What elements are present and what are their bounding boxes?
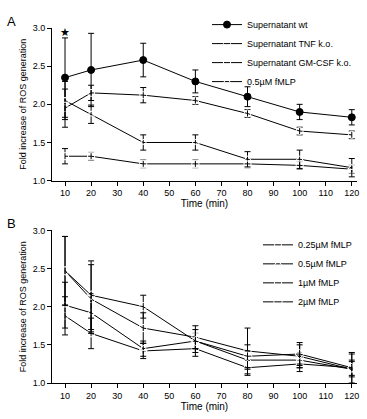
svg-text:110: 110 (319, 188, 333, 198)
svg-text:60: 60 (190, 391, 200, 401)
svg-text:1.0: 1.0 (33, 176, 46, 186)
svg-text:Supernatant GM-CSF k.o.: Supernatant GM-CSF k.o. (247, 58, 351, 68)
svg-text:B: B (7, 216, 16, 231)
svg-text:90: 90 (269, 391, 279, 401)
svg-text:20: 20 (86, 188, 96, 198)
svg-text:40: 40 (138, 188, 148, 198)
svg-text:1.5: 1.5 (33, 138, 46, 148)
svg-text:80: 80 (243, 188, 253, 198)
svg-text:40: 40 (138, 391, 148, 401)
svg-text:100: 100 (292, 391, 307, 401)
svg-text:2.5: 2.5 (33, 264, 46, 274)
svg-text:80: 80 (243, 391, 253, 401)
svg-text:90: 90 (269, 188, 279, 198)
svg-text:10: 10 (60, 188, 70, 198)
svg-text:Supernatant wt: Supernatant wt (247, 20, 308, 30)
svg-text:2µM fMLP: 2µM fMLP (298, 297, 339, 307)
svg-text:50: 50 (164, 188, 174, 198)
svg-text:0.5µM fMLP: 0.5µM fMLP (298, 259, 347, 269)
svg-text:20: 20 (86, 391, 96, 401)
svg-text:50: 50 (164, 391, 174, 401)
svg-text:0.5µM fMLP: 0.5µM fMLP (247, 77, 296, 87)
svg-text:30: 30 (112, 391, 122, 401)
svg-text:★: ★ (60, 26, 70, 38)
svg-text:120: 120 (344, 188, 359, 198)
svg-text:Time (min): Time (min) (181, 198, 228, 209)
svg-text:70: 70 (216, 391, 226, 401)
svg-text:3.0: 3.0 (33, 226, 46, 236)
svg-text:Supernatant TNF k.o.: Supernatant TNF k.o. (247, 39, 333, 49)
svg-text:1.5: 1.5 (33, 340, 46, 350)
svg-text:0.25µM fMLP: 0.25µM fMLP (298, 240, 352, 250)
svg-text:1.0: 1.0 (33, 378, 46, 388)
svg-text:70: 70 (216, 188, 226, 198)
svg-text:2.0: 2.0 (33, 302, 46, 312)
svg-text:120: 120 (344, 391, 359, 401)
svg-text:Fold increase of ROS generatio: Fold increase of ROS generation (18, 241, 28, 372)
svg-text:110: 110 (319, 391, 333, 401)
svg-text:3.0: 3.0 (33, 23, 46, 33)
svg-text:2.5: 2.5 (33, 61, 46, 71)
svg-text:Time (min): Time (min) (181, 401, 228, 412)
svg-text:30: 30 (112, 188, 122, 198)
svg-text:1µM fMLP: 1µM fMLP (298, 278, 339, 288)
svg-text:2.0: 2.0 (33, 99, 46, 109)
svg-text:A: A (7, 14, 16, 29)
svg-text:10: 10 (60, 391, 70, 401)
svg-text:100: 100 (292, 188, 307, 198)
svg-text:Fold increase of ROS generatio: Fold increase of ROS generation (18, 39, 28, 170)
svg-text:60: 60 (190, 188, 200, 198)
